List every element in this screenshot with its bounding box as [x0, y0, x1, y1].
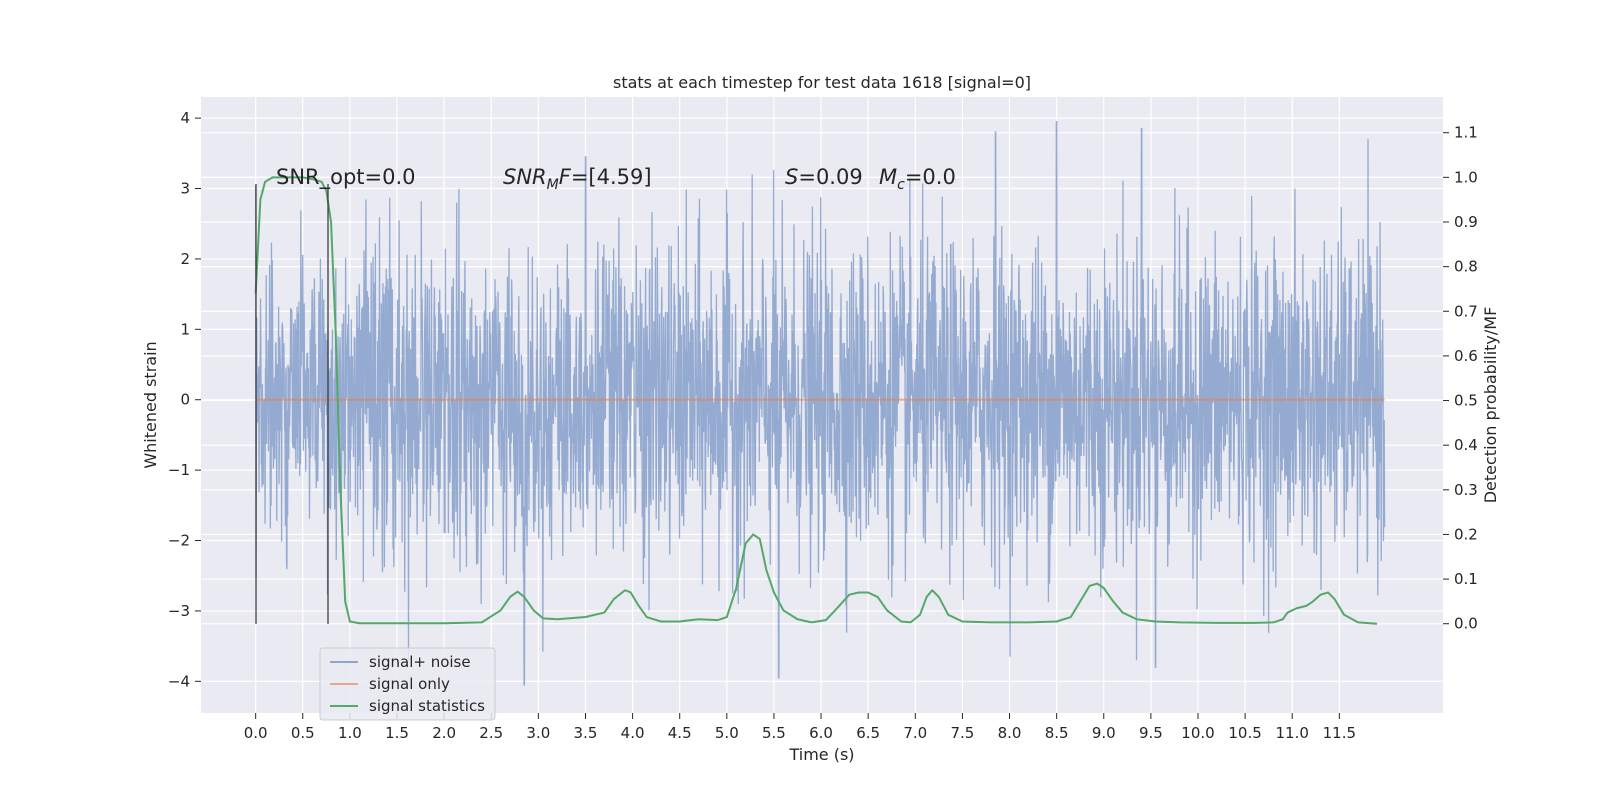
y-tick-label-right: 0.8: [1454, 258, 1478, 276]
y-axis-label-right: Detection probability/MF: [1481, 307, 1500, 504]
y-axis-label-left: Whitened strain: [141, 341, 160, 468]
y-tick-label-left: 0: [180, 391, 190, 409]
y-tick-label-right: 0.5: [1454, 392, 1478, 410]
x-tick-label: 5.5: [762, 724, 786, 742]
x-tick-label: 7.0: [903, 724, 927, 742]
series-signal-statistics: [254, 176, 1378, 625]
s-value: =0.09: [798, 165, 862, 189]
x-tick-label: 6.5: [856, 724, 880, 742]
legend-label-signal-only: signal only: [369, 675, 450, 693]
x-tick-label: 3.0: [526, 724, 550, 742]
snr-mf-subscript: M: [547, 177, 559, 193]
y-tick-label-right: 1.1: [1454, 124, 1478, 142]
y-tick-label-left: 1: [180, 320, 190, 338]
x-tick-label: 7.5: [950, 724, 974, 742]
x-tick-label: 6.0: [809, 724, 833, 742]
x-axis-label: Time (s): [788, 745, 854, 764]
x-tick-label: 4.5: [668, 724, 692, 742]
annotation-snr-mf: SNRMF=[4.59]: [503, 165, 652, 193]
y-tick-label-left: 3: [180, 180, 190, 198]
y-tick-label-left: 2: [180, 250, 190, 268]
x-axis-ticks: 0.0 0.5 1.0 1.5 2.0 2.5 3.0 3.5 4.0 4.5 5.0 5.5 6.0 6…: [244, 713, 1356, 742]
x-tick-label: 11.0: [1276, 724, 1309, 742]
x-tick-label: 1.5: [385, 724, 409, 742]
annotation-s: S=0.09: [785, 165, 863, 189]
series-signal-noise: [255, 120, 1386, 686]
y-tick-label-right: 0.6: [1454, 347, 1478, 365]
y-tick-label-right: 0.7: [1454, 302, 1478, 320]
y-tick-label-right: 1.0: [1454, 168, 1478, 186]
mc-subscript: c: [897, 177, 905, 193]
annotation-snr-opt: SNR_opt=0.0: [276, 165, 416, 190]
mc-symbol: M: [879, 165, 897, 189]
snr-mf-name: SNR: [503, 165, 547, 189]
x-tick-label: 1.0: [338, 724, 362, 742]
x-tick-label: 3.5: [574, 724, 598, 742]
s-symbol: S: [785, 165, 798, 189]
x-tick-label: 4.0: [621, 724, 645, 742]
x-tick-label: 9.5: [1139, 724, 1163, 742]
snr-mf-f: F: [559, 165, 572, 189]
legend-label-signal-statistics: signal statistics: [369, 697, 485, 715]
y-tick-label-left: −2: [168, 532, 190, 550]
x-tick-label: 11.5: [1323, 724, 1356, 742]
x-tick-label: 2.0: [432, 724, 456, 742]
y-tick-label-right: 0.3: [1454, 481, 1478, 499]
y-tick-label-left: −3: [168, 602, 190, 620]
y-tick-label-right: 0.1: [1454, 570, 1478, 588]
snr-mf-value: =[4.59]: [571, 165, 652, 189]
chart-title: stats at each timestep for test data 161…: [613, 73, 1031, 92]
y-tick-label-left: 4: [180, 109, 190, 127]
y-tick-label-right: 0.0: [1454, 615, 1478, 633]
y-tick-label-left: −1: [168, 461, 190, 479]
x-tick-label: 9.0: [1092, 724, 1116, 742]
x-tick-label: 0.5: [291, 724, 315, 742]
y-tick-label-left: −4: [168, 672, 190, 690]
legend-box: [319, 647, 496, 721]
x-tick-label: 0.0: [244, 724, 268, 742]
x-tick-label: 10.5: [1228, 724, 1261, 742]
y-tick-label-right: 0.9: [1454, 213, 1478, 231]
right-axis-ticks: 0.0 0.1 0.2 0.3 0.4 0.5 0.6 0.7 0.8 0.9 1.0 1.1: [1443, 124, 1478, 633]
y-tick-label-right: 0.2: [1454, 525, 1478, 543]
annotation-mc: Mc=0.0: [879, 165, 956, 193]
signal-statistics-line: [254, 176, 1378, 625]
left-axis-ticks: −4 −3 −2 −1 0 1 2 3 4: [168, 109, 201, 690]
x-tick-label: 10.0: [1181, 724, 1214, 742]
x-tick-label: 8.5: [1045, 724, 1069, 742]
signal-noise-line: [255, 120, 1386, 686]
x-tick-label: 8.0: [998, 724, 1022, 742]
x-tick-label: 2.5: [479, 724, 503, 742]
legend: signal+ noise signal only signal statist…: [319, 647, 496, 721]
y-tick-label-right: 0.4: [1454, 436, 1478, 454]
x-tick-label: 5.0: [715, 724, 739, 742]
mc-value: =0.0: [905, 165, 956, 189]
legend-label-signal-noise: signal+ noise: [369, 653, 471, 671]
annotations: SNR_opt=0.0 SNRMF=[4.59] S=0.09 Mc=0.0: [276, 165, 956, 193]
